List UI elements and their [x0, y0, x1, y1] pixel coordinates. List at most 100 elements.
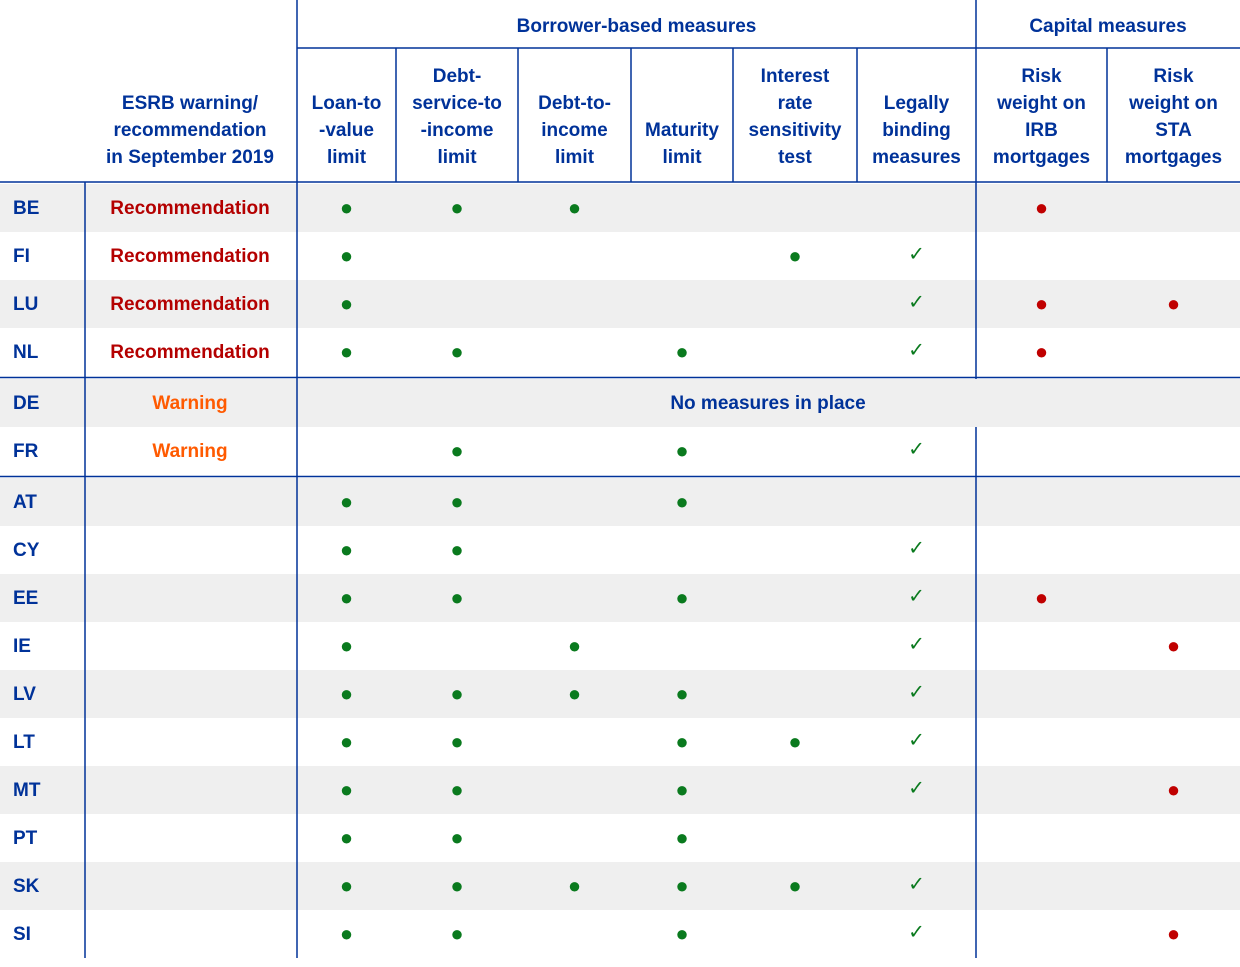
country-code: FI: [13, 246, 30, 267]
country-code: LU: [13, 294, 38, 315]
dot: ●: [340, 681, 353, 706]
dot: ●: [340, 291, 353, 316]
column-header: weight on: [1128, 93, 1218, 114]
dot: ●: [450, 873, 463, 898]
column-header: limit: [555, 147, 595, 168]
column-header: binding: [882, 120, 951, 141]
row-background: [0, 280, 1240, 328]
dot: ●: [675, 825, 688, 850]
dot: ●: [1167, 921, 1180, 946]
status-label: Recommendation: [110, 342, 269, 363]
column-header: STA: [1155, 120, 1192, 141]
column-header: -income: [421, 120, 494, 141]
dot: ●: [1035, 585, 1048, 610]
check-mark: ✓: [908, 438, 925, 460]
column-header: Debt-: [433, 66, 482, 87]
country-code: DE: [13, 393, 39, 414]
country-code: IE: [13, 636, 31, 657]
status-label: Warning: [152, 441, 227, 462]
row-background: [0, 379, 1240, 427]
group-header: Capital measures: [1029, 16, 1186, 37]
dot: ●: [450, 777, 463, 802]
dot: ●: [1035, 339, 1048, 364]
country-code: SK: [13, 876, 40, 897]
status-label: Recommendation: [110, 198, 269, 219]
dot: ●: [340, 873, 353, 898]
dot: ●: [340, 339, 353, 364]
dot: ●: [788, 243, 801, 268]
dot: ●: [340, 921, 353, 946]
check-mark: ✓: [908, 681, 925, 703]
dot: ●: [1035, 291, 1048, 316]
check-mark: ✓: [908, 633, 925, 655]
dot: ●: [675, 681, 688, 706]
column-header: Risk: [1153, 66, 1194, 87]
column-header: -value: [319, 120, 374, 141]
dot: ●: [1167, 291, 1180, 316]
dot: ●: [675, 729, 688, 754]
dot: ●: [1167, 633, 1180, 658]
column-header: IRB: [1025, 120, 1058, 141]
country-code: LV: [13, 684, 36, 705]
dot: ●: [568, 633, 581, 658]
row-background: [0, 862, 1240, 910]
dot: ●: [568, 195, 581, 220]
country-code: LT: [13, 732, 35, 753]
column-header: limit: [327, 147, 367, 168]
dot: ●: [450, 825, 463, 850]
dot: ●: [675, 585, 688, 610]
dot: ●: [450, 195, 463, 220]
column-header: ESRB warning/: [122, 93, 259, 114]
dot: ●: [340, 825, 353, 850]
column-header: mortgages: [993, 147, 1090, 168]
dot: ●: [675, 777, 688, 802]
dot: ●: [568, 681, 581, 706]
country-code: CY: [13, 540, 40, 561]
country-code: PT: [13, 828, 38, 849]
country-code: SI: [13, 924, 31, 945]
column-header: mortgages: [1125, 147, 1222, 168]
status-label: Warning: [152, 393, 227, 414]
column-header: sensitivity: [749, 120, 842, 141]
status-label: Recommendation: [110, 294, 269, 315]
dot: ●: [675, 873, 688, 898]
column-header: service-to: [412, 93, 502, 114]
check-mark: ✓: [908, 585, 925, 607]
dot: ●: [450, 438, 463, 463]
note: No measures in place: [670, 393, 865, 414]
country-code: NL: [13, 342, 39, 363]
dot: ●: [450, 681, 463, 706]
dot: ●: [340, 537, 353, 562]
dot: ●: [340, 489, 353, 514]
column-header: Legally: [884, 93, 950, 114]
dot: ●: [450, 489, 463, 514]
column-header: limit: [437, 147, 477, 168]
dot: ●: [450, 921, 463, 946]
check-mark: ✓: [908, 291, 925, 313]
column-header: Loan-to: [312, 93, 382, 114]
group-header: Borrower-based measures: [517, 16, 757, 37]
column-header: recommendation: [113, 120, 266, 141]
dot: ●: [675, 438, 688, 463]
column-header: Debt-to-: [538, 93, 611, 114]
check-mark: ✓: [908, 537, 925, 559]
dot: ●: [675, 339, 688, 364]
dot: ●: [340, 633, 353, 658]
country-code: BE: [13, 198, 39, 219]
dot: ●: [340, 729, 353, 754]
column-header: Risk: [1021, 66, 1062, 87]
check-mark: ✓: [908, 873, 925, 895]
dot: ●: [450, 585, 463, 610]
dot: ●: [675, 489, 688, 514]
country-code: EE: [13, 588, 38, 609]
column-header: limit: [662, 147, 702, 168]
row-background: [0, 478, 1240, 526]
dot: ●: [450, 537, 463, 562]
dot: ●: [450, 729, 463, 754]
check-mark: ✓: [908, 921, 925, 943]
check-mark: ✓: [908, 339, 925, 361]
column-header: test: [778, 147, 812, 168]
status-label: Recommendation: [110, 246, 269, 267]
dot: ●: [340, 777, 353, 802]
